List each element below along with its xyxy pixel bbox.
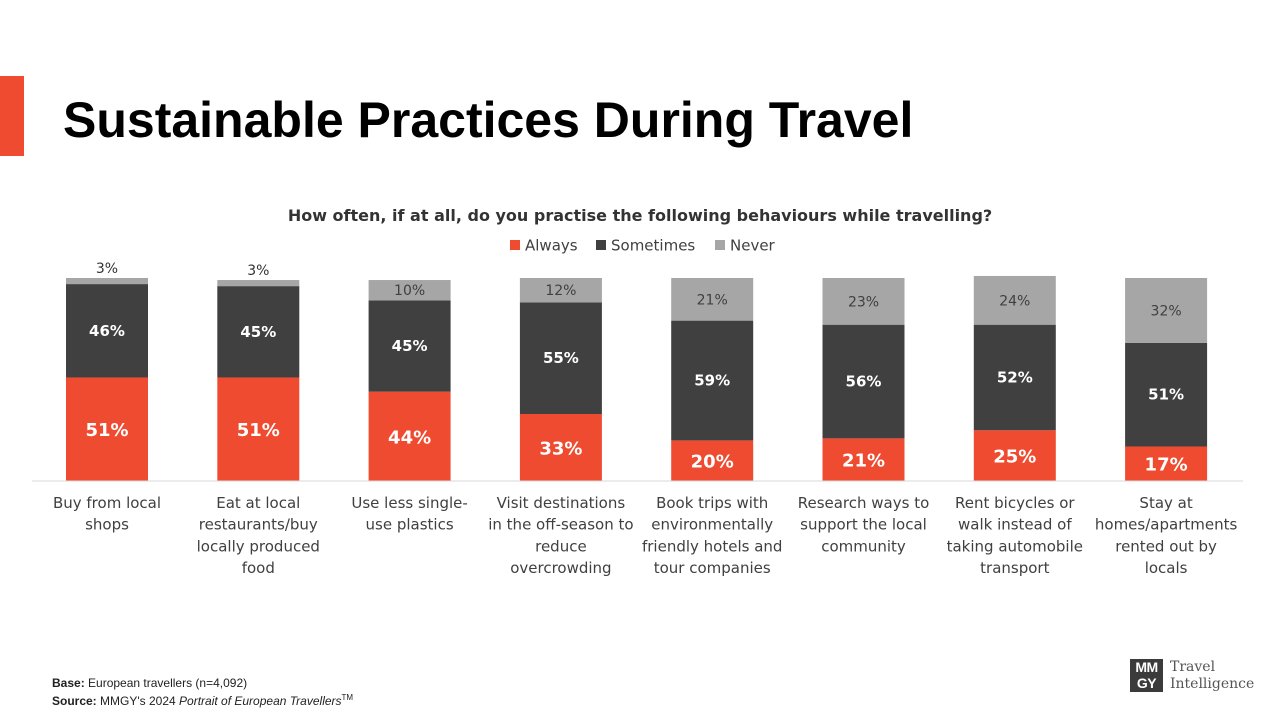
x-tick-label-1: Buy from local shops xyxy=(53,494,161,534)
bar-always-2 xyxy=(217,377,300,481)
bar-always-3 xyxy=(368,391,451,481)
mmgy-logo: MM GY Travel Intelligence xyxy=(1130,659,1254,695)
legend-label-always: Always xyxy=(525,237,578,255)
bar-sometimes-6 xyxy=(822,324,905,439)
chart-bars: 51% 46% 3% 51% 45% 3% 44% 45% 10% 33% 55% 12% 20% 59%… xyxy=(66,261,1208,481)
data-label-always-8: 17% xyxy=(1145,455,1188,476)
bar-always-5 xyxy=(671,440,754,481)
legend-swatch-sometimes xyxy=(596,240,606,250)
title-accent-bar xyxy=(0,76,24,156)
data-label-never-6: 23% xyxy=(848,294,879,310)
bar-sometimes-5 xyxy=(671,320,754,441)
x-axis-labels: Buy from local shops Eat at local restauran… xyxy=(53,494,1238,577)
chart-title: How often, if at all, do you practise th… xyxy=(288,206,992,225)
data-label-sometimes-7: 52% xyxy=(997,368,1033,386)
bar-never-4 xyxy=(519,278,602,303)
mmgy-logo-mark: MM GY xyxy=(1130,659,1163,692)
bar-always-6 xyxy=(822,438,905,481)
bar-sometimes-2 xyxy=(217,286,300,378)
data-label-never-2: 3% xyxy=(247,263,269,279)
x-tick-label-5: Book trips with environmentally friendly h… xyxy=(642,494,782,577)
chart-legend: Always Sometimes Never xyxy=(510,237,776,255)
bar-never-3 xyxy=(368,280,451,301)
data-label-always-4: 33% xyxy=(539,439,582,460)
data-label-always-3: 44% xyxy=(388,427,431,448)
bar-never-7 xyxy=(973,275,1056,325)
data-label-sometimes-5: 59% xyxy=(694,372,730,390)
page-title: Sustainable Practices During Travel xyxy=(63,92,914,148)
data-label-never-1: 3% xyxy=(96,261,118,277)
data-label-always-7: 25% xyxy=(993,447,1036,468)
bar-never-8 xyxy=(1125,278,1208,343)
data-label-always-1: 51% xyxy=(85,420,128,441)
footer-source: Source: MMGY's 2024 Portrait of European… xyxy=(52,693,354,708)
x-tick-label-8: Stay at homes/apartments rented out by loca… xyxy=(1095,494,1238,577)
x-tick-label-2: Eat at local restaurants/buy locally produ… xyxy=(197,494,320,577)
data-label-never-3: 10% xyxy=(394,283,425,299)
data-label-sometimes-4: 55% xyxy=(543,349,579,367)
footer-base: Base: European travellers (n=4,092) xyxy=(52,676,248,690)
data-label-never-7: 24% xyxy=(999,293,1030,309)
data-label-never-8: 32% xyxy=(1151,303,1182,319)
data-label-sometimes-2: 45% xyxy=(240,323,276,341)
stacked-bar-chart: How often, if at all, do you practise th… xyxy=(32,206,1243,577)
bar-always-8 xyxy=(1125,446,1208,481)
mmgy-logo-text: Travel Intelligence xyxy=(1170,659,1255,692)
bar-always-7 xyxy=(973,430,1056,481)
bar-never-1 xyxy=(66,278,148,285)
data-label-always-6: 21% xyxy=(842,451,885,472)
bar-never-5 xyxy=(671,278,754,321)
data-label-sometimes-1: 46% xyxy=(89,322,125,340)
data-label-always-2: 51% xyxy=(237,420,280,441)
legend-swatch-always xyxy=(510,240,520,250)
data-label-sometimes-8: 51% xyxy=(1148,386,1184,404)
legend-label-never: Never xyxy=(730,237,776,255)
x-tick-label-7: Rent bicycles or walk instead of taking au… xyxy=(947,494,1083,577)
data-label-always-5: 20% xyxy=(691,452,734,473)
x-tick-label-3: Use less single-use plastics xyxy=(351,494,467,534)
legend-swatch-never xyxy=(715,240,725,250)
bar-sometimes-8 xyxy=(1125,342,1208,447)
bar-sometimes-1 xyxy=(66,284,148,378)
x-tick-label-4: Visit destinations in the off-season to re… xyxy=(488,494,633,577)
data-label-sometimes-3: 45% xyxy=(392,337,428,355)
bar-sometimes-3 xyxy=(368,300,451,392)
bar-sometimes-7 xyxy=(973,324,1056,431)
x-tick-label-6: Research ways to support the local communi… xyxy=(798,494,930,555)
data-label-sometimes-6: 56% xyxy=(846,373,882,391)
bar-never-2 xyxy=(217,280,300,287)
bar-sometimes-4 xyxy=(519,302,602,415)
bar-never-6 xyxy=(822,278,905,325)
legend-label-sometimes: Sometimes xyxy=(611,237,695,255)
data-label-never-4: 12% xyxy=(545,283,576,299)
bar-always-1 xyxy=(66,377,148,481)
bar-always-4 xyxy=(519,414,602,481)
data-label-never-5: 21% xyxy=(697,292,728,308)
